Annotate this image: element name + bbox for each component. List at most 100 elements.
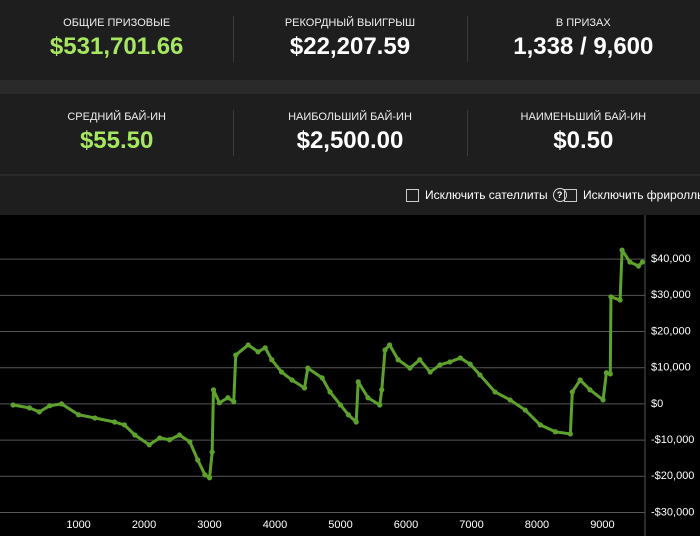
point xyxy=(305,365,311,371)
stat: В ПРИЗАХ 1,338 / 9,600 xyxy=(466,0,700,80)
chart: $40,000 $30,000 $20,000 $10,000 $0 -$10,000 -$… xyxy=(0,215,700,536)
x-tick-label: 3000 xyxy=(197,519,221,531)
x-tick-label: 5000 xyxy=(328,519,352,531)
point xyxy=(121,422,128,428)
stat-label: СРЕДНИЙ БАЙ-ИН xyxy=(67,111,166,123)
stat-value: 1,338 / 9,600 xyxy=(513,33,654,60)
point xyxy=(319,375,325,381)
point xyxy=(245,342,251,348)
point xyxy=(209,449,215,455)
point xyxy=(603,370,609,376)
point xyxy=(407,365,413,371)
point xyxy=(417,357,423,363)
point xyxy=(146,442,152,448)
point xyxy=(111,419,118,425)
stat-value: $0.50 xyxy=(553,127,614,154)
point xyxy=(278,369,285,375)
point xyxy=(569,389,575,395)
point xyxy=(600,397,606,403)
point xyxy=(608,294,614,300)
point xyxy=(92,415,98,421)
point xyxy=(75,412,82,418)
y-tick-label: -$30,000 xyxy=(651,506,694,518)
point xyxy=(353,419,359,425)
point xyxy=(345,412,351,418)
point xyxy=(619,247,625,253)
point xyxy=(552,429,558,435)
point xyxy=(176,432,183,438)
y-tick-label: $30,000 xyxy=(651,289,691,301)
x-tick-label: 6000 xyxy=(394,519,418,531)
point xyxy=(492,389,498,395)
stat-label: НАИБОЛЬШИЙ БАЙ-ИН xyxy=(288,111,412,123)
help-icon[interactable]: ? xyxy=(552,188,567,202)
checkbox[interactable] xyxy=(564,188,577,202)
stat-value: $531,701.66 xyxy=(49,33,184,60)
point xyxy=(195,457,201,463)
point xyxy=(289,377,295,383)
stat-label: НАИМЕНЬШИЙ БАЙ-ИН xyxy=(520,111,647,123)
stat: ОБЩИЕ ПРИЗОВЫЕ $531,701.66 xyxy=(0,0,233,80)
y-tick-label: $40,000 xyxy=(651,253,691,265)
point xyxy=(467,361,473,367)
point xyxy=(157,435,163,441)
point xyxy=(301,385,308,391)
point xyxy=(262,345,268,351)
point xyxy=(507,397,513,403)
point xyxy=(210,387,217,393)
stat-value: $55.50 xyxy=(79,127,154,154)
point xyxy=(187,439,193,445)
x-tick-label: 9000 xyxy=(590,519,614,531)
stats-row: ОБЩИЕ ПРИЗОВЫЕ $531,701.66 РЕКОРДНЫЙ ВЫИГ… xyxy=(0,0,700,80)
point xyxy=(26,405,33,411)
point xyxy=(635,263,642,269)
point xyxy=(387,342,393,348)
x-tick-label: 4000 xyxy=(263,519,287,531)
checkbox[interactable] xyxy=(406,188,419,202)
point xyxy=(627,259,633,265)
filter-label[interactable]: Исключить фрироллы xyxy=(583,188,700,202)
filter[interactable]: Исключить фрироллы? xyxy=(564,188,700,202)
stat-label: ОБЩИЕ ПРИЗОВЫЕ xyxy=(63,17,171,29)
stat-label: РЕКОРДНЫЙ ВЫИГРЫШ xyxy=(284,17,416,29)
point xyxy=(36,409,42,415)
y-tick-label: -$10,000 xyxy=(651,434,694,446)
point xyxy=(537,422,543,428)
y-tick-label: -$20,000 xyxy=(651,470,694,482)
point xyxy=(269,357,275,363)
stat-value: $2,500.00 xyxy=(296,127,404,154)
point xyxy=(327,389,333,395)
point xyxy=(231,399,237,405)
point xyxy=(337,402,344,408)
point xyxy=(567,431,573,437)
point xyxy=(522,407,528,413)
point xyxy=(382,347,388,353)
y-tick-label: $20,000 xyxy=(651,325,691,337)
filter[interactable]: Исключить сателлиты? xyxy=(406,188,567,202)
stat: РЕКОРДНЫЙ ВЫИГРЫШ $22,207.59 xyxy=(233,0,466,80)
point xyxy=(377,402,383,408)
point xyxy=(166,437,173,443)
point xyxy=(437,362,443,368)
stat: СРЕДНИЙ БАЙ-ИН $55.50 xyxy=(0,94,233,174)
y-tick-label: $0 xyxy=(651,398,663,410)
point xyxy=(225,395,231,401)
point xyxy=(206,475,213,481)
point xyxy=(447,359,453,365)
point xyxy=(216,400,222,406)
point xyxy=(365,395,371,401)
x-tick-label: 1000 xyxy=(66,519,90,531)
point xyxy=(587,387,593,393)
x-tick-label: 2000 xyxy=(132,519,156,531)
point xyxy=(395,357,401,363)
point xyxy=(255,349,261,355)
point xyxy=(233,352,239,358)
point xyxy=(132,432,138,438)
stat: НАИМЕНЬШИЙ БАЙ-ИН $0.50 xyxy=(466,94,700,174)
point xyxy=(639,259,645,265)
filter-label[interactable]: Исключить сателлиты xyxy=(425,188,548,202)
point xyxy=(477,372,483,378)
line xyxy=(12,248,644,480)
point xyxy=(617,297,623,303)
